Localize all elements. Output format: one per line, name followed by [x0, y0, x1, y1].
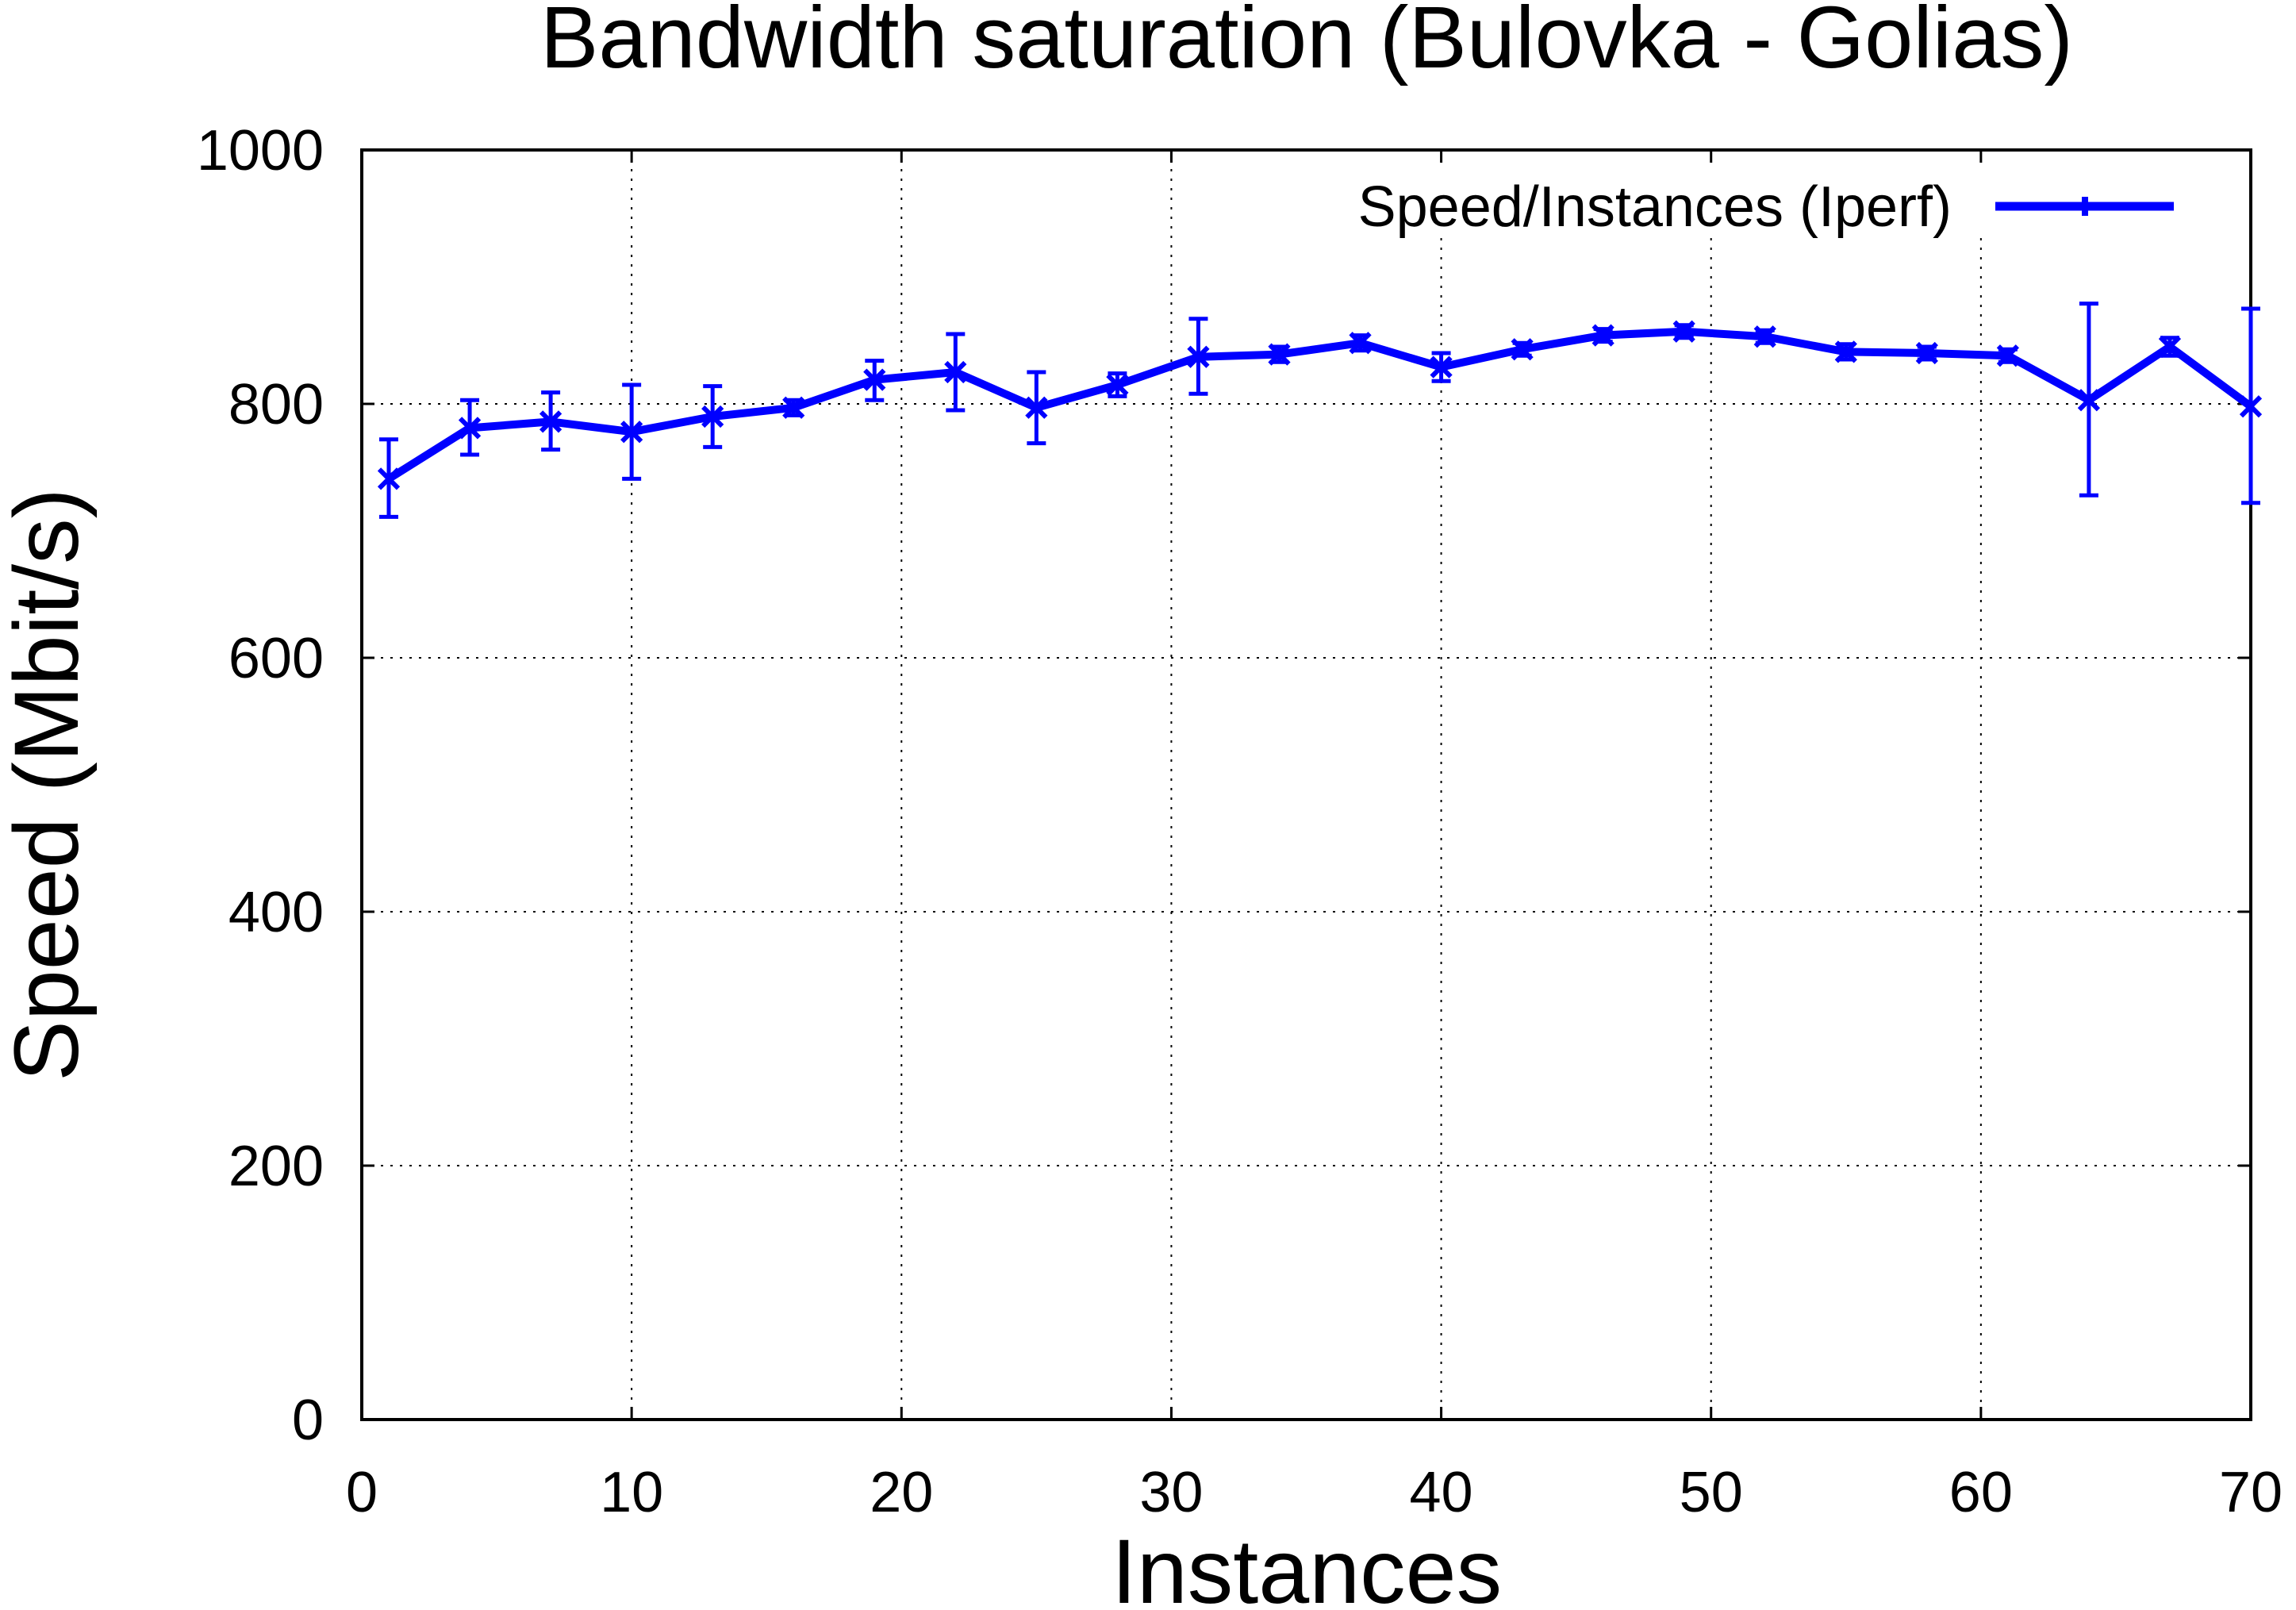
point-marker [1996, 344, 2019, 367]
y-tick-label: 400 [228, 881, 324, 944]
x-tick-label: 60 [1949, 1461, 2013, 1524]
data-point [1996, 344, 2019, 367]
data-point [1511, 338, 1534, 361]
point-marker [2239, 395, 2263, 418]
point-marker [539, 410, 562, 433]
data-point [1591, 324, 1614, 347]
y-tick-label: 0 [292, 1389, 324, 1452]
data-point [458, 398, 482, 457]
point-marker [1672, 320, 1695, 343]
point-marker [1349, 332, 1372, 355]
y-axis-title: Speed (Mbit/s) [0, 488, 98, 1082]
data-point [1349, 332, 1372, 355]
data-point [944, 332, 967, 413]
point-marker [377, 467, 401, 490]
series-line [386, 327, 2253, 482]
point-marker [1591, 324, 1614, 347]
point-marker [1511, 338, 1534, 361]
data-point [620, 382, 643, 481]
data-point [782, 396, 805, 419]
data-point [1915, 341, 1938, 365]
point-marker [1915, 341, 1938, 365]
point-marker [2077, 389, 2101, 412]
data-point [1106, 371, 1129, 398]
data-point [863, 359, 886, 402]
data-point [1834, 340, 1857, 363]
plot-area-frame [360, 148, 2252, 1421]
legend-label: Speed/Instances (Iperf) [1358, 175, 1952, 239]
data-point [1025, 370, 1048, 446]
x-tick-label: 0 [346, 1461, 378, 1524]
point-marker [701, 405, 724, 428]
data-point [2158, 335, 2182, 359]
x-axis-title: Instances [1112, 1521, 1502, 1610]
point-marker [944, 360, 967, 384]
x-tick-label: 30 [1139, 1461, 1203, 1524]
point-marker [1834, 340, 1857, 363]
point-marker [1753, 325, 1776, 348]
data-point [2239, 306, 2263, 505]
data-point [2077, 302, 2101, 498]
point-marker [1430, 355, 1453, 378]
grid-lines [362, 150, 2251, 1420]
data-point [539, 390, 562, 452]
data-point [1268, 343, 1291, 366]
point-marker [1025, 396, 1048, 419]
x-tick-label: 20 [870, 1461, 933, 1524]
point-marker [1187, 345, 1210, 368]
data-point [1430, 351, 1453, 383]
point-marker [2158, 335, 2182, 359]
chart-title: Bandwidth saturation (Bulovka - Golias) [540, 0, 2073, 86]
data-point [701, 384, 724, 449]
x-tick-label: 50 [1680, 1461, 1743, 1524]
y-axis-tick-labels: 0 200 400 600 800 1000 [197, 119, 324, 1452]
data-point [1753, 325, 1776, 348]
point-marker [1268, 343, 1291, 366]
y-tick-label: 800 [228, 373, 324, 436]
point-marker [458, 417, 482, 440]
point-marker [1106, 373, 1129, 397]
x-tick-label: 40 [1410, 1461, 1473, 1524]
x-axis-tick-labels: 0 10 20 30 40 50 60 70 [346, 1461, 2283, 1524]
x-tick-label: 70 [2219, 1461, 2283, 1524]
point-marker [782, 396, 805, 419]
data-point [1672, 320, 1695, 343]
point-marker [620, 421, 643, 444]
y-tick-label: 600 [228, 627, 324, 690]
point-marker [863, 368, 886, 391]
y-tick-label: 1000 [197, 119, 324, 183]
x-tick-label: 10 [600, 1461, 663, 1524]
series-layer [377, 302, 2263, 519]
legend: Speed/Instances (Iperf) [1358, 175, 2174, 239]
y-tick-label: 200 [228, 1135, 324, 1198]
data-point [377, 437, 401, 519]
data-point [1187, 317, 1210, 396]
